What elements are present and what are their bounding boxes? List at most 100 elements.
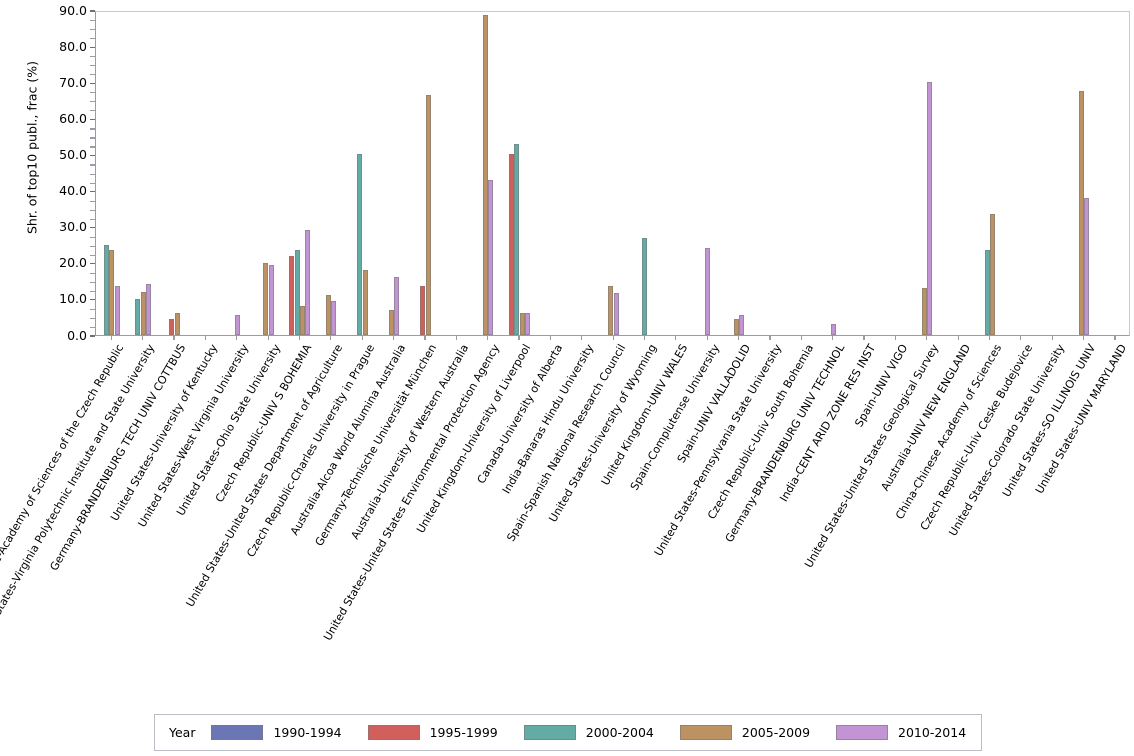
bar[interactable]	[705, 248, 711, 335]
bar[interactable]	[613, 293, 619, 335]
bar[interactable]	[482, 15, 488, 335]
bar-group	[1068, 12, 1099, 335]
bar[interactable]	[357, 154, 363, 335]
x-axis-tick-mark	[643, 336, 646, 340]
bar[interactable]	[140, 291, 146, 335]
legend-item[interactable]: 2000-2004	[523, 725, 668, 740]
bar[interactable]	[300, 306, 306, 335]
y-axis-minor-tick	[90, 209, 95, 211]
bar[interactable]	[103, 244, 109, 335]
bar[interactable]	[145, 284, 151, 335]
bar[interactable]	[234, 315, 240, 335]
x-axis-tick-mark	[549, 336, 551, 340]
y-tick-label: 40.0	[59, 183, 87, 199]
x-axis-tick-mark	[298, 336, 301, 340]
bar-series-container	[96, 12, 1129, 335]
y-axis-minor-tick	[90, 146, 95, 148]
bar[interactable]	[642, 237, 648, 335]
bar[interactable]	[174, 313, 180, 335]
bar-group	[1100, 12, 1131, 335]
bar[interactable]	[1084, 197, 1090, 335]
x-axis-tick-mark	[267, 336, 269, 340]
y-axis-minor-tick	[90, 200, 95, 202]
bar[interactable]	[331, 300, 337, 335]
bar[interactable]	[830, 324, 836, 335]
legend-item[interactable]: 2005-2009	[679, 725, 824, 740]
y-tick-mark	[90, 46, 95, 48]
y-axis-minor-tick	[90, 245, 95, 247]
bar[interactable]	[326, 295, 331, 335]
y-tick-mark	[90, 154, 95, 157]
y-axis-minor-tick	[90, 29, 95, 31]
y-axis-minor-tick	[90, 101, 95, 103]
bar-group	[817, 12, 848, 335]
bar[interactable]	[921, 288, 927, 335]
x-axis-tick-mark	[737, 336, 740, 340]
bar[interactable]	[1078, 91, 1084, 335]
bar[interactable]	[268, 264, 274, 335]
x-axis-tick-mark	[706, 336, 708, 340]
y-tick-mark	[90, 10, 95, 12]
bar-group	[190, 12, 221, 335]
y-axis-minor-tick	[90, 38, 95, 40]
bar[interactable]	[508, 154, 514, 335]
bar[interactable]	[514, 143, 520, 335]
legend-item[interactable]: 2010-2014	[836, 725, 980, 740]
bar-group	[911, 12, 942, 335]
bar-group	[96, 12, 127, 335]
legend-item[interactable]: 1995-1999	[367, 725, 512, 740]
bar-group	[316, 12, 347, 335]
bar[interactable]	[388, 309, 394, 335]
bar[interactable]	[289, 255, 295, 335]
bar[interactable]	[135, 298, 141, 335]
x-axis-tick-label: Germany-BRANDENBURG TECH UNIV COTTBUS	[47, 342, 189, 573]
bar[interactable]	[739, 315, 745, 335]
bar[interactable]	[425, 94, 431, 335]
y-axis-minor-tick	[90, 218, 95, 220]
bar[interactable]	[984, 250, 990, 335]
bar-group	[661, 12, 692, 335]
bar[interactable]	[294, 250, 300, 335]
bar[interactable]	[488, 179, 494, 335]
legend-item[interactable]: 1990-1994	[211, 725, 355, 740]
legend-label: 2005-2009	[741, 725, 811, 740]
bar[interactable]	[990, 214, 996, 335]
bar[interactable]	[263, 262, 269, 335]
bar-group	[221, 12, 252, 335]
y-axis-minor-tick	[90, 56, 95, 58]
bar[interactable]	[525, 313, 530, 335]
bar[interactable]	[608, 286, 614, 335]
x-axis-tick-mark	[1082, 336, 1085, 340]
bar-group	[441, 12, 472, 335]
bar-group	[692, 12, 723, 335]
x-axis-tick-label: Germany-BRANDENBURG UNIV TECHNOL	[722, 342, 848, 545]
bar-group	[410, 12, 441, 335]
y-axis-minor-tick	[90, 74, 95, 76]
bar-group	[943, 12, 974, 335]
bar[interactable]	[169, 318, 175, 335]
bar[interactable]	[362, 270, 368, 335]
legend-label: 1995-1999	[429, 725, 498, 740]
x-axis-tick-mark	[455, 336, 457, 340]
bar[interactable]	[927, 82, 933, 335]
y-axis-minor-tick	[90, 182, 95, 184]
y-axis-minor-tick	[90, 128, 95, 130]
y-axis-minor-tick	[90, 308, 95, 311]
y-tick-label: 10.0	[59, 291, 87, 307]
y-tick-mark	[90, 335, 95, 337]
plot-area	[95, 11, 1130, 336]
bar[interactable]	[394, 277, 400, 335]
x-axis-tick-mark	[110, 336, 112, 340]
bar[interactable]	[733, 318, 739, 335]
bar[interactable]	[114, 286, 120, 335]
bar[interactable]	[519, 313, 525, 335]
bar[interactable]	[109, 250, 115, 335]
x-axis-tick-mark	[487, 336, 489, 340]
bar[interactable]	[420, 286, 426, 335]
x-axis-tick-mark	[518, 336, 520, 340]
bar[interactable]	[305, 230, 311, 335]
y-axis-minor-tick	[90, 326, 95, 329]
chart-legend: Year 1990-1994 1995-1999 2000-2004 2005-200…	[154, 714, 982, 751]
y-tick-label: 0.0	[67, 327, 87, 343]
x-axis-tick-mark	[926, 336, 928, 340]
